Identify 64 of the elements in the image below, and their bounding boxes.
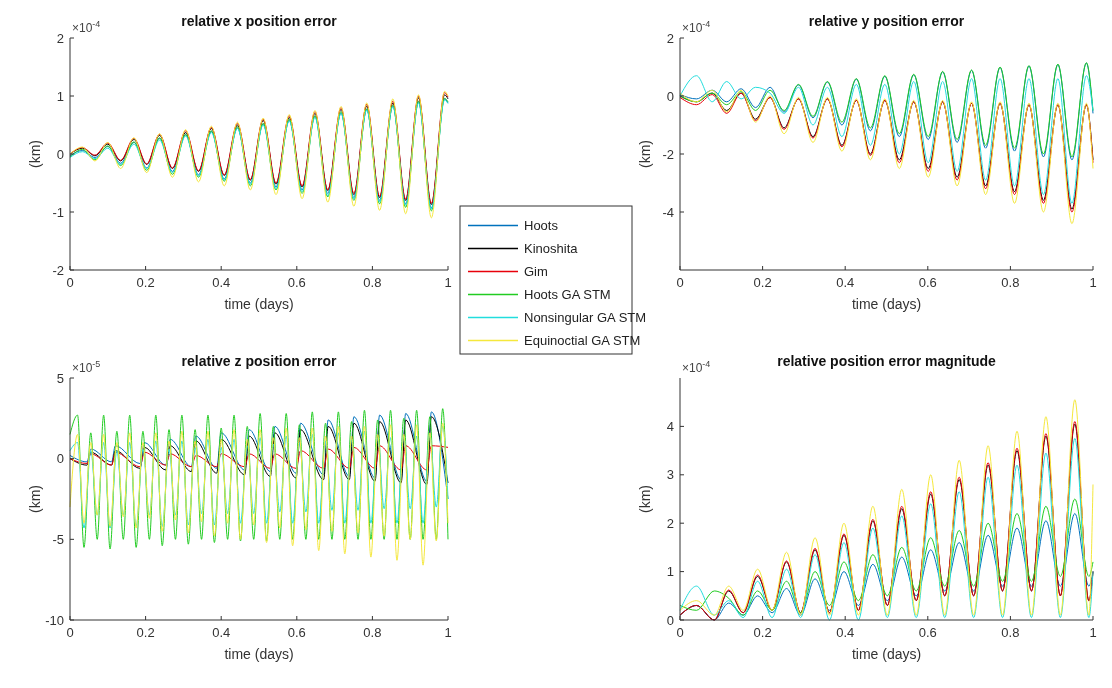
legend-label: Hoots GA STM bbox=[524, 287, 611, 302]
x-tick-label: 1 bbox=[1089, 625, 1097, 640]
legend-label: Nonsingular GA STM bbox=[524, 310, 647, 325]
x-tick-label: 0 bbox=[676, 625, 684, 640]
chart-title: relative x position error bbox=[181, 13, 338, 29]
chart-title: relative z position error bbox=[181, 353, 337, 369]
y-tick-label: 1 bbox=[666, 564, 674, 580]
y-axis-title: (km) bbox=[27, 140, 43, 168]
x-axis-title: time (days) bbox=[851, 646, 922, 662]
text: ×10$^{-4}$ bbox=[682, 359, 711, 375]
y-tick-label: -2 bbox=[52, 262, 64, 278]
y-tick-label: -5 bbox=[52, 531, 64, 547]
chart-title: relative position error magnitude bbox=[777, 353, 997, 369]
text: ×10$^{-5}$ bbox=[72, 359, 101, 375]
x-axis-title: time (days) bbox=[851, 296, 922, 312]
y-tick-label: 4 bbox=[666, 418, 674, 434]
y-axis-title: (km) bbox=[637, 140, 653, 168]
y-tick-label: 0 bbox=[56, 146, 64, 162]
x-tick-label: 0.6 bbox=[287, 275, 306, 290]
y-axis-title: (km) bbox=[27, 485, 43, 513]
y-tick-label: 0 bbox=[666, 612, 674, 628]
x-tick-label: 0.8 bbox=[363, 625, 382, 640]
x-tick-label: 1 bbox=[444, 625, 452, 640]
x-axis-title: time (days) bbox=[224, 296, 294, 312]
y-tick-label: 5 bbox=[56, 370, 64, 386]
x-tick-label: 0.4 bbox=[836, 625, 855, 640]
x-tick-label: 0.6 bbox=[918, 625, 937, 640]
x-tick-label: 0 bbox=[66, 275, 74, 290]
chart-title: relative y position error bbox=[808, 13, 965, 29]
text: ×10$^{-4}$ bbox=[72, 19, 101, 35]
x-tick-label: 0.8 bbox=[363, 275, 382, 290]
x-tick-label: 0.8 bbox=[1001, 275, 1020, 290]
y-tick-label: 2 bbox=[56, 30, 64, 46]
legend-label: Gim bbox=[524, 264, 548, 279]
y-axis-title: (km) bbox=[637, 485, 653, 513]
x-tick-label: 1 bbox=[1089, 275, 1097, 290]
x-tick-label: 0.2 bbox=[136, 275, 155, 290]
x-tick-label: 0.2 bbox=[753, 625, 772, 640]
y-tick-label: 2 bbox=[666, 515, 674, 531]
x-tick-label: 0.6 bbox=[287, 625, 306, 640]
x-tick-label: 0.6 bbox=[918, 275, 937, 290]
y-tick-label: 3 bbox=[666, 467, 674, 483]
y-tick-label: -4 bbox=[662, 204, 674, 220]
y-tick-label: 1 bbox=[56, 88, 64, 104]
x-tick-label: 0 bbox=[676, 275, 684, 290]
y-tick-label: 2 bbox=[666, 30, 674, 46]
x-tick-label: 0.4 bbox=[836, 275, 855, 290]
x-axis-title: time (days) bbox=[224, 646, 294, 662]
text: ×10$^{-4}$ bbox=[682, 19, 711, 35]
y-tick-label: 0 bbox=[666, 88, 674, 104]
x-tick-label: 0.4 bbox=[212, 275, 231, 290]
x-tick-label: 0.2 bbox=[136, 625, 155, 640]
legend-label: Equinoctial GA STM bbox=[524, 333, 641, 348]
y-tick-label: -10 bbox=[45, 612, 64, 628]
y-tick-label: 0 bbox=[56, 451, 64, 467]
y-tick-label: -1 bbox=[52, 204, 64, 220]
legend-label: Kinoshita bbox=[524, 241, 579, 256]
y-tick-label: -2 bbox=[662, 146, 674, 162]
legend-label: Hoots bbox=[524, 218, 559, 233]
x-tick-label: 1 bbox=[444, 275, 452, 290]
x-tick-label: 0.4 bbox=[212, 625, 231, 640]
x-tick-label: 0.2 bbox=[753, 275, 772, 290]
x-tick-label: 0.8 bbox=[1001, 625, 1020, 640]
x-tick-label: 0 bbox=[66, 625, 74, 640]
